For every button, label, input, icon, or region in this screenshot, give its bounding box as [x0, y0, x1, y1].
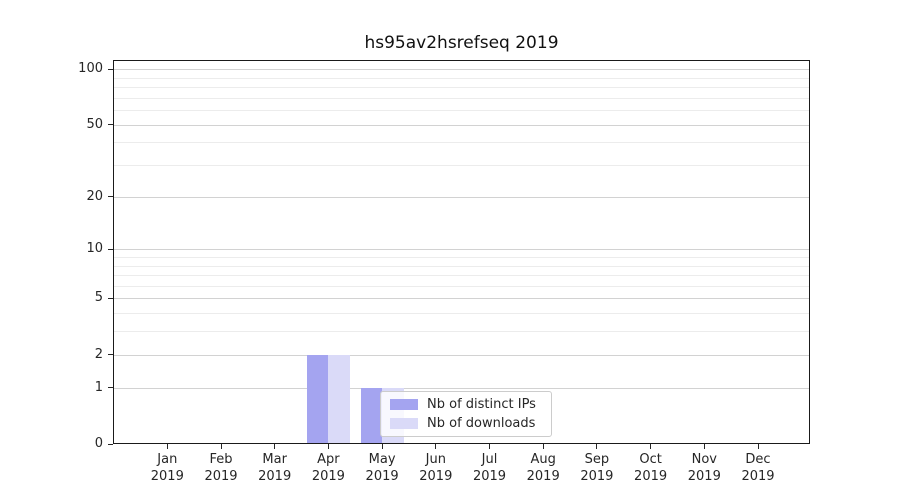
- y-tick-label: 1: [94, 379, 103, 395]
- x-tick: [596, 444, 598, 449]
- x-tick: [220, 444, 222, 449]
- y-tick-label: 10: [86, 241, 103, 257]
- x-tick-label-mar: Mar 2019: [258, 452, 292, 484]
- gridline-major: [113, 354, 810, 356]
- gridline-major: [113, 298, 810, 300]
- gridline-minor: [113, 331, 810, 333]
- x-tick-label-dec: Dec 2019: [741, 452, 775, 484]
- gridline-minor: [113, 313, 810, 315]
- x-tick: [327, 444, 329, 449]
- gridline-minor: [113, 285, 810, 287]
- gridline-major: [113, 69, 810, 71]
- y-tick-label: 0: [94, 436, 103, 451]
- legend-swatch-downloads: [390, 418, 418, 430]
- x-tick: [703, 444, 705, 449]
- gridline-major: [113, 387, 810, 389]
- legend-label-downloads: Nb of downloads: [427, 416, 536, 432]
- gridline-minor: [113, 165, 810, 167]
- gridline-minor: [113, 77, 810, 79]
- gridline-major: [113, 124, 810, 126]
- legend-swatch-distinct-ips: [390, 398, 418, 410]
- x-tick-label-aug: Aug 2019: [526, 452, 560, 484]
- gridline-minor: [113, 87, 810, 89]
- x-tick: [489, 444, 490, 449]
- x-tick-label-may: May 2019: [365, 452, 399, 484]
- gridline-minor: [113, 142, 810, 144]
- y-tick: [108, 68, 113, 70]
- gridline-major: [113, 249, 810, 251]
- x-tick-label-sep: Sep 2019: [580, 452, 614, 484]
- x-tick: [435, 444, 437, 449]
- bar-nb-of-distinct-ips-apr: [306, 354, 329, 444]
- x-tick-label-apr: Apr 2019: [311, 452, 345, 484]
- x-tick: [542, 444, 544, 449]
- x-tick: [757, 444, 759, 449]
- y-tick-label: 2: [94, 346, 103, 362]
- y-tick-label: 50: [86, 116, 103, 132]
- x-tick: [381, 444, 383, 449]
- bar-nb-of-downloads-apr: [328, 354, 350, 444]
- x-tick-label-jul: Jul 2019: [472, 452, 507, 484]
- gridline-major: [113, 196, 810, 198]
- legend-label-distinct-ips: Nb of distinct IPs: [427, 396, 536, 412]
- x-tick: [274, 444, 276, 449]
- x-tick-label-oct: Oct 2019: [634, 452, 668, 484]
- gridline-minor: [113, 256, 810, 258]
- y-tick: [108, 387, 113, 389]
- legend-item-downloads: Nb of downloads: [390, 416, 542, 433]
- y-tick-label: 100: [78, 61, 103, 77]
- y-tick: [108, 354, 113, 356]
- legend-item-distinct-ips: Nb of distinct IPs: [390, 396, 542, 413]
- plot-area: [113, 60, 810, 444]
- y-tick: [108, 196, 113, 198]
- bar-nb-of-distinct-ips-may: [360, 387, 383, 444]
- y-tick: [108, 248, 113, 250]
- chart-title: hs95av2hsrefseq 2019: [364, 33, 559, 53]
- x-tick: [650, 444, 652, 449]
- x-tick-label-feb: Feb 2019: [204, 452, 238, 484]
- x-tick-label-nov: Nov 2019: [687, 452, 721, 484]
- legend: Nb of distinct IPs Nb of downloads: [380, 391, 552, 437]
- y-tick-label: 20: [86, 188, 103, 204]
- gridline-minor: [113, 97, 810, 99]
- x-tick-label-jun: Jun 2019: [419, 452, 453, 484]
- gridline-minor: [113, 275, 810, 277]
- y-tick: [108, 124, 113, 126]
- y-tick-label: 5: [94, 290, 103, 306]
- x-tick: [166, 444, 168, 449]
- gridline-minor: [113, 110, 810, 112]
- gridline-minor: [113, 265, 810, 267]
- x-tick-label-jan: Jan 2019: [150, 452, 184, 484]
- y-tick: [108, 443, 113, 445]
- y-tick: [108, 297, 113, 299]
